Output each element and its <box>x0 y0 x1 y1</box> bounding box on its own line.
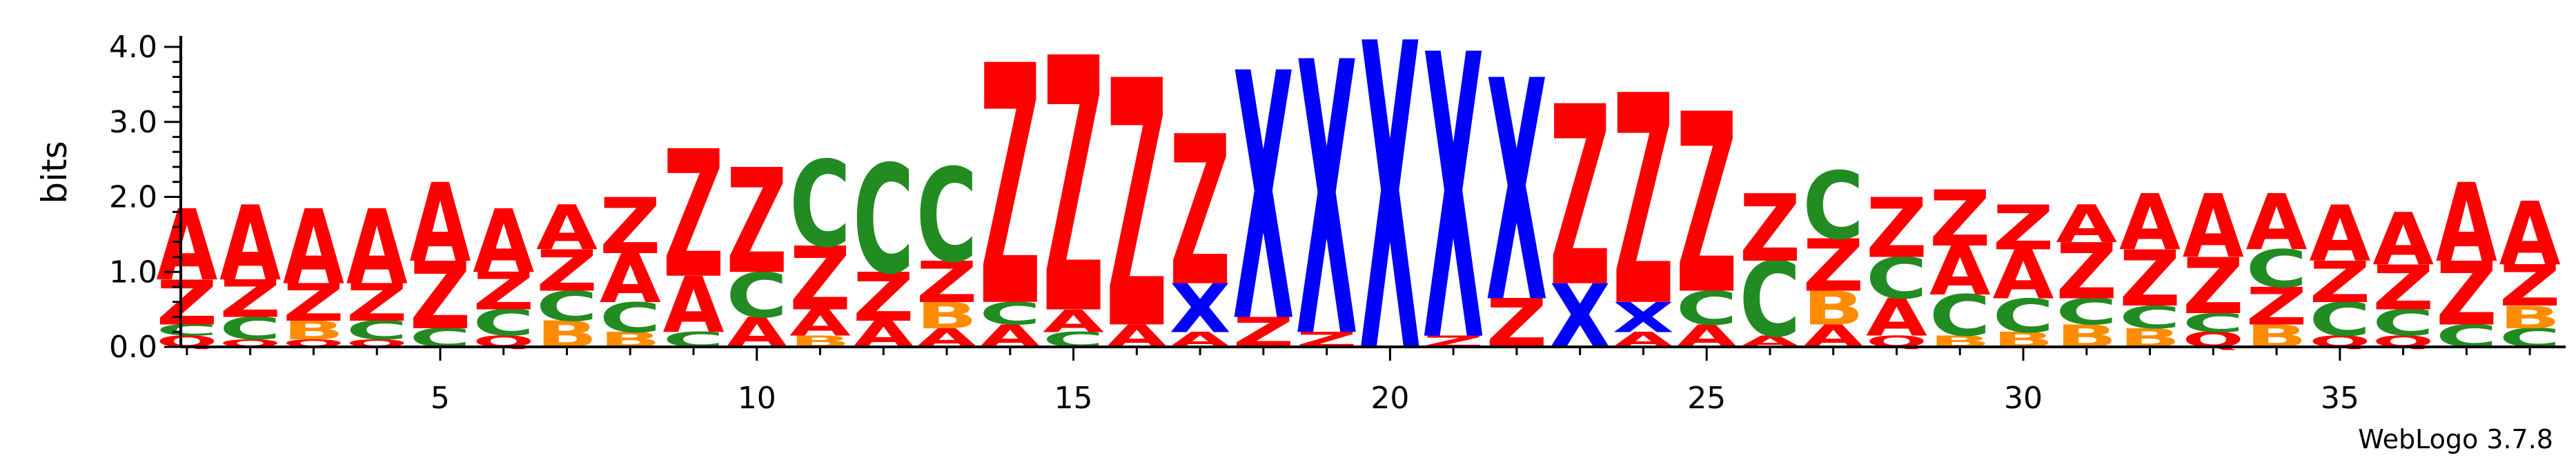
logo-glyph-c: C <box>1802 152 1864 260</box>
y-tick-label: 3.0 <box>109 105 157 140</box>
logo-glyph-a: A <box>2372 197 2434 281</box>
logo-column: QCZA <box>2309 189 2370 350</box>
logo-glyph-z: Z <box>1613 34 1674 370</box>
logo-column: ZX <box>1486 16 1547 370</box>
logo-column: AZC <box>853 134 914 355</box>
plot-area: QCZAOCZAQBZAQCZACZAQCZABCZABCAZCAZACZBAZ… <box>156 0 2561 447</box>
logo-glyph-c: C <box>916 142 978 292</box>
logo-glyph-z: Z <box>1549 55 1611 342</box>
logo-column: CBZA <box>2499 183 2561 353</box>
logo-glyph-a: A <box>409 161 471 286</box>
logo-column: CAZ <box>662 113 724 352</box>
logo-column: AZ <box>1106 9 1168 405</box>
logo-column: BCAZ <box>600 181 661 352</box>
x-tick-label: 25 <box>1687 381 1726 416</box>
logo-glyph-a: A <box>2056 194 2117 254</box>
logo-glyph-a: A <box>2246 178 2308 268</box>
logo-column: ACZ <box>1739 176 1800 361</box>
logo-glyph-a: A <box>2119 178 2181 268</box>
logo-glyph-c: C <box>853 134 914 308</box>
logo-glyph-z: Z <box>1043 0 1104 393</box>
logo-column: ZX <box>1423 0 1484 428</box>
logo-glyph-a: A <box>2499 183 2561 286</box>
logo-glyph-z: Z <box>979 0 1041 380</box>
logo-column: XZ <box>1549 55 1611 368</box>
logo-column: CZA <box>409 161 471 353</box>
logo-column: ACZ <box>979 0 1041 380</box>
logo-glyph-a: A <box>2183 176 2244 278</box>
y-tick-label: 2.0 <box>109 180 157 215</box>
logo-glyph-a: A <box>536 192 598 264</box>
logo-glyph-z: Z <box>1739 176 1800 283</box>
logo-glyph-a: A <box>283 188 344 308</box>
y-axis-label: bits <box>35 141 75 203</box>
logo-glyph-z: Z <box>1106 9 1168 405</box>
logo-glyph-c: C <box>789 137 851 274</box>
logo-glyph-x: X <box>1296 0 1357 421</box>
logo-glyph-a: A <box>2309 189 2370 279</box>
logo-glyph-z: Z <box>662 113 724 317</box>
logo-glyph-x: X <box>1423 0 1484 428</box>
y-tick-label: 1.0 <box>109 254 157 290</box>
logo-glyph-z: Z <box>1993 192 2054 264</box>
logo-glyph-a: A <box>346 188 408 308</box>
x-tick-label: 10 <box>738 381 776 416</box>
logo-column: AXZ <box>1170 92 1231 352</box>
logo-glyph-z: Z <box>726 139 787 307</box>
logo-column: QCZA <box>2372 197 2434 350</box>
x-tick-label: 35 <box>2321 381 2359 416</box>
logo-column: CAZ <box>1043 0 1105 393</box>
logo-glyph-a: A <box>219 184 281 304</box>
logo-glyph-z: Z <box>1170 92 1231 332</box>
logo-glyph-a: A <box>156 189 217 303</box>
y-tick-label: 4.0 <box>109 30 157 65</box>
logo-glyph-z: Z <box>1676 63 1738 350</box>
logo-glyph-z: Z <box>1866 181 1927 277</box>
logo-glyph-a: A <box>2436 161 2497 286</box>
x-tick-label: 5 <box>431 381 450 416</box>
x-tick-label: 20 <box>1370 381 1409 416</box>
logo-column: AXZ <box>1613 34 1674 370</box>
x-tick-label: 15 <box>1054 381 1093 416</box>
x-tick-label: 30 <box>2004 381 2043 416</box>
logo-glyph-z: Z <box>600 181 661 272</box>
logo-column: X <box>1359 0 1421 447</box>
weblogo-version-label: WebLogo 3.7.8 <box>2358 424 2553 454</box>
y-tick-label: 0.0 <box>109 330 157 365</box>
logo-glyph-z: Z <box>1929 174 1991 264</box>
logo-column: CZA <box>2436 161 2497 354</box>
logo-glyph-x: X <box>1232 3 1294 398</box>
logo-glyph-x: X <box>1359 0 1421 447</box>
logo-column: ZX <box>1232 3 1294 398</box>
logo-column: ACZ <box>726 139 787 357</box>
logo-column: OCZA <box>219 184 281 349</box>
logo-glyph-x: X <box>1486 16 1547 370</box>
logo-column: ZX <box>1296 0 1357 421</box>
logo-glyph-a: A <box>473 191 534 293</box>
logo-column: ACZ <box>1676 63 1738 354</box>
